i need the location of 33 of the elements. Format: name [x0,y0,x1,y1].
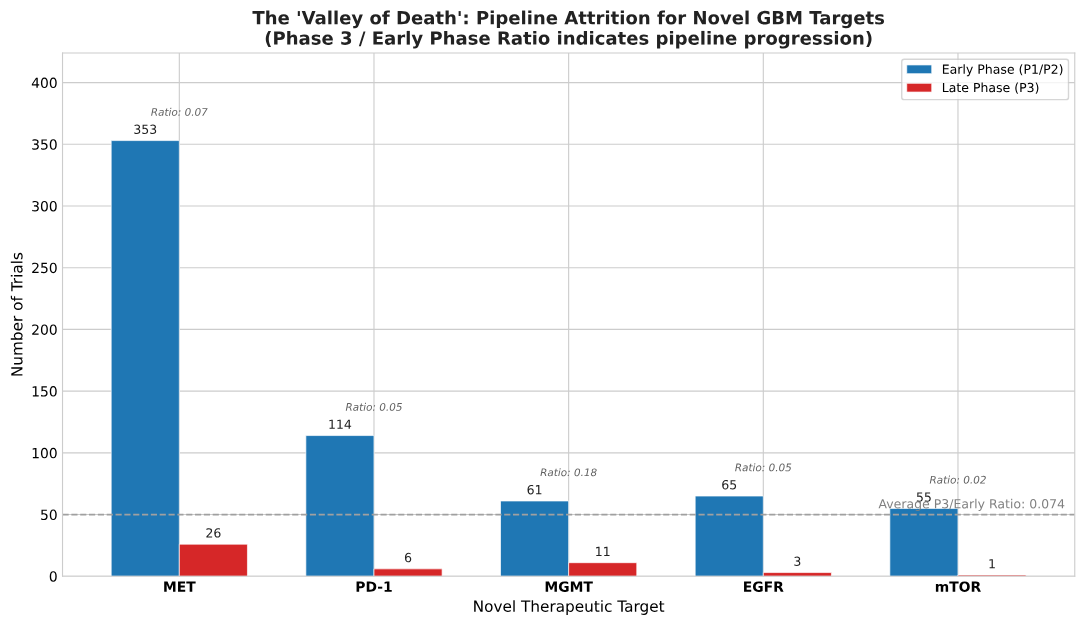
x-tick-label: mTOR [935,581,981,592]
y-tick-label: 200 [32,324,57,335]
x-axis-title: Novel Therapeutic Target [474,600,665,615]
legend-label: Early Phase (P1/P2) [942,64,1063,77]
y-tick-label: 100 [32,447,57,459]
data-label: 26 [206,528,221,538]
annotation: Ratio: 0.18 [540,468,597,477]
y-axis-title: Number of Trials [10,252,23,376]
data-label: 11 [596,546,610,556]
y-tick-label: 350 [32,139,57,150]
annotation: Ratio: 0.02 [929,475,986,484]
legend-label: Late Phase (P3) [942,82,1039,94]
y-tick-label: 300 [32,200,57,212]
annotation: Ratio: 0.07 [151,107,208,116]
y-tick-label: 400 [31,77,57,89]
y-tick-label: 250 [32,262,57,274]
data-label: 114 [329,419,352,429]
x-tick-label: MGMT [545,581,593,592]
x-tick-label: EGFR [744,581,784,592]
data-label: 6 [404,552,412,563]
annotation: Ratio: 0.05 [735,463,792,472]
data-label: 65 [722,480,737,490]
y-tick-label: 150 [32,386,57,397]
x-tick-label: MET [164,581,196,592]
y-tick-label: 0 [49,571,57,582]
chart-title: The 'Valley of Death': Pipeline Attrition for Novel GBM Targets (Phase 3 / Early Phase Ratio indicates pipeline progression) [252,10,885,49]
x-tick-label: PD-1 [356,581,392,592]
data-label: 1 [989,559,995,569]
annotation: Ratio: 0.05 [345,402,402,411]
data-label: 353 [134,124,157,134]
y-tick-label: 50 [41,509,57,521]
data-label: 61 [527,484,542,495]
data-label: 3 [794,556,801,566]
